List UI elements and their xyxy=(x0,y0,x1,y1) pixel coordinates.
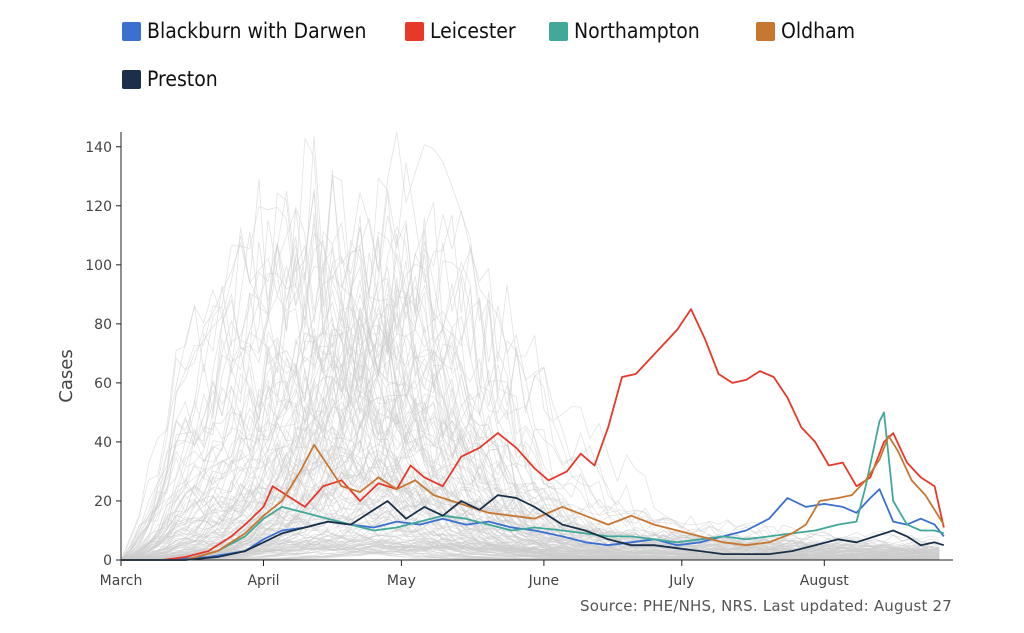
y-tick-label: 140 xyxy=(85,140,112,156)
legend-item: Preston xyxy=(122,64,218,94)
background-series-line xyxy=(121,217,940,561)
legend-swatch xyxy=(405,21,424,41)
y-tick-label: 40 xyxy=(94,435,112,451)
legend-swatch xyxy=(122,21,141,41)
legend-item: Oldham xyxy=(756,16,855,46)
y-tick-label: 80 xyxy=(94,317,112,333)
legend-swatch xyxy=(122,69,141,89)
source-note: Source: PHE/NHS, NRS. Last updated: Augu… xyxy=(579,597,952,615)
y-tick-label: 120 xyxy=(85,199,112,215)
legend-item: Northampton xyxy=(549,16,700,46)
series-line-oldham xyxy=(121,435,945,561)
background-series-line xyxy=(120,471,940,561)
x-tick-label: May xyxy=(387,573,416,589)
background-series-line xyxy=(121,410,940,561)
legend-swatch xyxy=(756,21,775,41)
background-series-line xyxy=(121,210,940,561)
series-line-northampton xyxy=(121,411,945,561)
background-series-line xyxy=(120,370,940,561)
legend-item: Blackburn with Darwen xyxy=(122,16,367,46)
legend-swatch xyxy=(549,21,568,41)
legend-label: Preston xyxy=(147,67,218,91)
axes-group: 0 20 40 60 80 100 120 140 March April May June July A… xyxy=(56,132,953,589)
background-series-line xyxy=(120,270,940,561)
legend-item: Leicester xyxy=(405,16,516,46)
y-tick-label: 20 xyxy=(94,494,112,510)
background-series-line xyxy=(121,528,940,561)
legend-label: Leicester xyxy=(430,19,516,43)
background-series-group xyxy=(120,131,940,561)
x-tick-label: June xyxy=(528,573,560,589)
x-tick-label: July xyxy=(668,573,694,589)
background-series-line xyxy=(120,135,940,561)
highlighted-series-group xyxy=(121,308,945,561)
legend-label: Blackburn with Darwen xyxy=(147,19,367,43)
x-tick-label: August xyxy=(800,573,850,589)
background-series-line xyxy=(120,382,940,561)
y-tick-label: 100 xyxy=(85,258,112,274)
series-line-leicester xyxy=(121,308,945,561)
legend-label: Northampton xyxy=(574,19,700,43)
background-series-line xyxy=(120,432,940,561)
background-series-line xyxy=(120,276,940,561)
x-tick-label: April xyxy=(247,573,279,589)
x-tick-label: March xyxy=(100,573,143,589)
y-tick-label: 0 xyxy=(103,553,112,569)
y-axis-label: Cases xyxy=(56,349,77,402)
y-tick-label: 60 xyxy=(94,376,112,392)
series-line-preston xyxy=(121,494,945,561)
legend-label: Oldham xyxy=(781,19,856,43)
